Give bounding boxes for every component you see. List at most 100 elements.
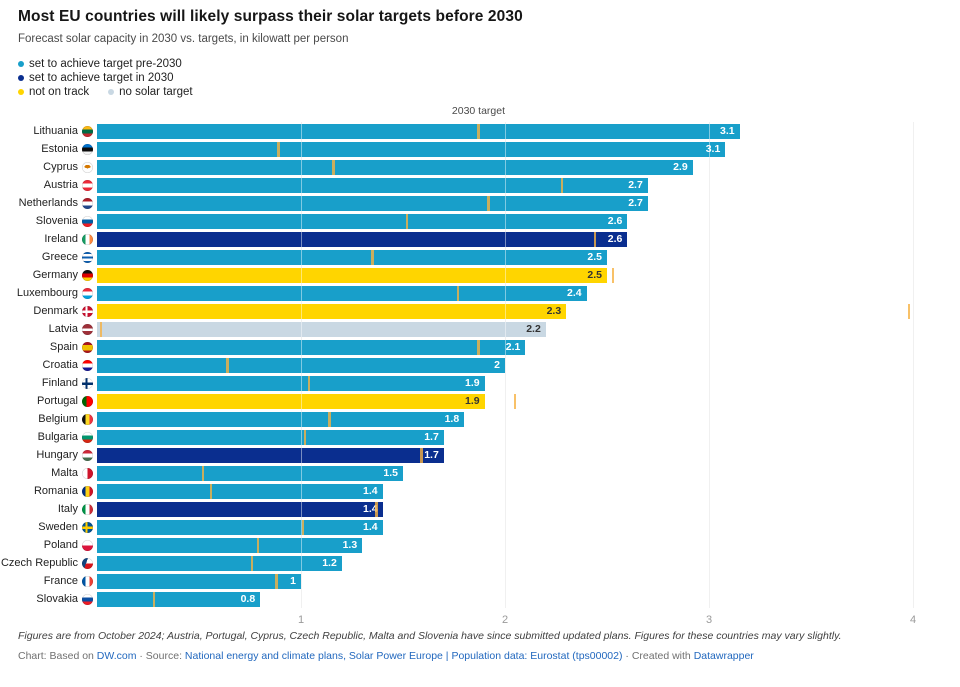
bar-value-label: 2.5 [587, 268, 602, 281]
flag-croatia-icon [82, 359, 93, 371]
country-row: Netherlands 2.7 [0, 194, 960, 212]
x-axis-tick-label: 4 [909, 614, 917, 626]
country-label: Germany [0, 266, 93, 284]
country-label: Netherlands [0, 194, 93, 212]
forecast-bar: 2.3 [97, 303, 567, 319]
bar-value-label: 0.8 [240, 592, 256, 605]
country-name: Malta [51, 467, 78, 479]
gridline-overlay-x-2 [505, 122, 506, 608]
country-label: Romania [0, 482, 93, 500]
target-tick [513, 393, 517, 409]
country-name: Slovakia [36, 593, 78, 605]
flag-germany-icon [82, 269, 93, 281]
credit-link[interactable]: National energy and climate plans, Solar… [184, 650, 623, 662]
forecast-bar: 1.8 [97, 411, 465, 427]
country-row: Cyprus 2.9 [0, 158, 960, 176]
country-row: Lithuania 3.1 [0, 122, 960, 140]
country-name: Italy [57, 503, 78, 515]
flag-bulgaria-icon [82, 431, 93, 443]
legend-dot-pre2030-icon [18, 61, 24, 67]
forecast-bar: 2 [97, 357, 505, 373]
country-name: Luxembourg [16, 287, 78, 299]
bar-value-label: 1.3 [342, 538, 358, 551]
flag-slovenia-icon [82, 215, 93, 227]
country-row: Ireland 2.6 [0, 230, 960, 248]
country-label: Portugal [0, 392, 93, 410]
country-row: Estonia 3.1 [0, 140, 960, 158]
flag-romania-icon [82, 485, 93, 497]
country-label: Austria [0, 176, 93, 194]
legend-dot-not_on_track-icon [18, 89, 24, 95]
country-label: Lithuania [0, 122, 93, 140]
country-label: Sweden [0, 518, 93, 536]
legend-line-3: not on track no solar target [18, 85, 207, 99]
target-tick [99, 321, 103, 337]
bar-value-label: 1 [290, 574, 296, 587]
country-name: Belgium [38, 413, 78, 425]
x-axis-tick-label: 2 [501, 614, 509, 626]
country-name: Hungary [36, 449, 78, 461]
legend-line-1: set to achieve target pre-2030 [18, 57, 207, 71]
gridline-overlay-x-1 [301, 122, 302, 608]
country-row: France 1 [0, 572, 960, 590]
country-row: Poland 1.3 [0, 536, 960, 554]
target-tick [477, 123, 480, 139]
country-name: Denmark [33, 305, 78, 317]
x-axis-tick-label: 3 [705, 614, 713, 626]
country-name: Portugal [37, 395, 78, 407]
legend-dot-no_target-icon [108, 89, 115, 95]
target-tick [371, 249, 374, 265]
target-tick [303, 429, 307, 445]
country-name: Bulgaria [37, 431, 78, 443]
country-row: Bulgaria 1.7 [0, 428, 960, 446]
forecast-bar: 1.7 [97, 447, 444, 463]
country-row: Czech Republic 1.2 [0, 554, 960, 572]
legend-line-2: set to achieve target in 2030 [18, 71, 207, 85]
gridline-x-3 [709, 122, 710, 608]
bar-value-label: 2.5 [587, 250, 602, 263]
forecast-bar: 2.6 [97, 231, 628, 247]
flag-denmark-icon [82, 305, 93, 317]
country-name: Czech Republic [0, 557, 78, 569]
credit-text: · Source: [136, 650, 185, 662]
credit-link[interactable]: Datawrapper [693, 650, 754, 662]
country-label: Belgium [0, 410, 93, 428]
forecast-bar: 3.1 [97, 123, 740, 139]
legend-item-label: no solar target [119, 86, 193, 98]
country-row: Germany 2.5 [0, 266, 960, 284]
forecast-bar: 2.9 [97, 159, 693, 175]
country-row: Belgium 1.8 [0, 410, 960, 428]
country-label: Poland [0, 536, 93, 554]
flag-luxembourg-icon [82, 287, 93, 299]
bar-value-label: 3.1 [705, 142, 721, 155]
gridline-x-2 [505, 122, 506, 608]
country-row: Hungary 1.7 [0, 446, 960, 464]
target-tick [301, 519, 305, 535]
target-tick [332, 159, 335, 175]
bar-value-label: 2.1 [505, 340, 521, 353]
forecast-bar: 1.4 [97, 501, 383, 517]
country-label: Hungary [0, 446, 93, 464]
forecast-bar: 1.4 [97, 519, 383, 535]
target-tick [477, 339, 480, 355]
target-tick [152, 591, 156, 607]
page-title: Most EU countries will likely surpass th… [18, 8, 523, 25]
credit-link[interactable]: DW.com [96, 650, 137, 662]
country-name: Spain [49, 341, 78, 353]
country-row: Austria 2.7 [0, 176, 960, 194]
flag-finland-icon [82, 377, 93, 389]
target-tick [456, 285, 460, 301]
bar-value-label: 2.3 [546, 304, 562, 317]
country-row: Slovakia 0.8 [0, 590, 960, 608]
target-tick [593, 231, 596, 247]
flag-spain-icon [82, 341, 93, 353]
forecast-bar: 1.4 [97, 483, 383, 499]
flag-ireland-icon [82, 233, 93, 245]
forecast-bar: 2.7 [97, 195, 648, 211]
forecast-bar: 2.2 [97, 321, 546, 337]
country-label: Cyprus [0, 158, 93, 176]
country-row: Finland 1.9 [0, 374, 960, 392]
country-name: Romania [33, 485, 78, 497]
legend-item-in2030: set to achieve target in 2030 [18, 72, 174, 84]
forecast-bar: 0.8 [97, 591, 261, 607]
